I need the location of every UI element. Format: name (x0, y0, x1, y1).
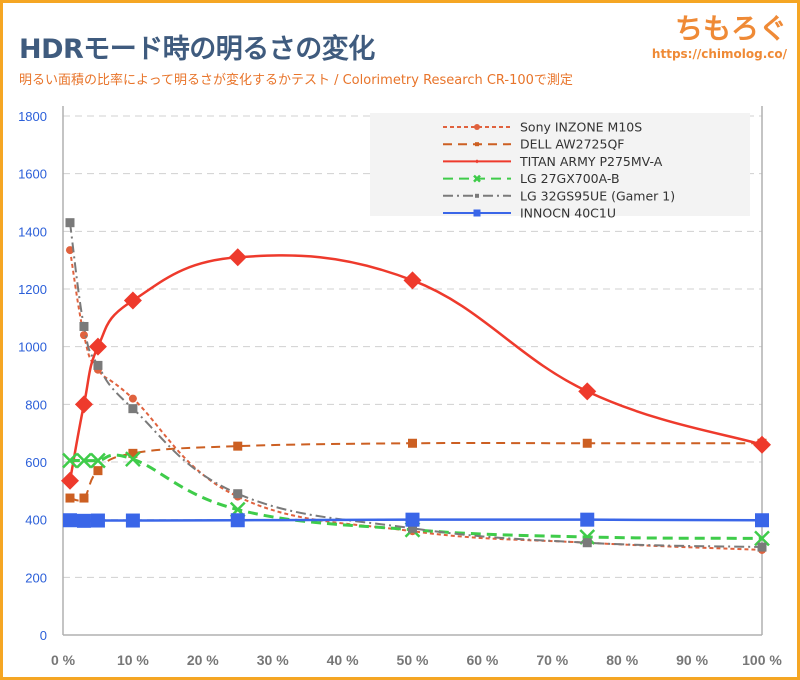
x-tick-label: 20 % (187, 652, 219, 668)
data-point-square (408, 523, 417, 533)
data-point-x (125, 451, 141, 468)
y-tick-label: 1000 (18, 340, 47, 355)
x-tick-label: 100 % (742, 652, 782, 668)
data-point-x (62, 452, 78, 469)
data-point-x (754, 530, 770, 547)
legend-label: LG 27GX700A-B (520, 171, 620, 186)
data-point-square (65, 218, 75, 228)
series-titan-army-p275mv-a (60, 248, 771, 490)
data-point-diamond (88, 337, 107, 356)
y-tick-label: 800 (25, 397, 47, 412)
data-point-diamond (228, 248, 247, 267)
x-tick-label: 90 % (676, 652, 708, 668)
y-tick-label: 1200 (18, 282, 47, 297)
data-point-square (79, 493, 89, 503)
data-point-square (408, 438, 417, 448)
data-point-square (93, 466, 103, 476)
data-point-square (76, 513, 91, 528)
y-tick-label: 1800 (18, 109, 47, 124)
site-logo: ちもろぐ https://chimolog.co/ (652, 7, 787, 61)
data-point-diamond (403, 271, 422, 290)
logo-text: ちもろぐ (674, 12, 787, 45)
y-tick-label: 0 (40, 628, 47, 643)
legend-label: TITAN ARMY P275MV-A (519, 154, 663, 169)
data-point-square (475, 142, 479, 147)
data-point-square (128, 448, 138, 458)
data-point-square (582, 438, 592, 448)
data-point-x (76, 452, 92, 469)
data-point-square (230, 513, 245, 528)
data-point-diamond (74, 395, 93, 414)
data-point-square (125, 513, 140, 528)
series-innocn-40c1u (62, 512, 769, 528)
legend-background (370, 113, 750, 216)
data-point-circle (65, 246, 74, 255)
x-tick-label: 40 % (327, 652, 359, 668)
data-point-circle (79, 331, 88, 340)
series-line (69, 249, 763, 551)
legend-label: Sony INZONE M10S (520, 120, 642, 135)
data-point-diamond (475, 159, 479, 164)
data-point-square (65, 493, 75, 503)
data-point-square (233, 441, 243, 451)
logo-url: https://chimolog.co/ (651, 47, 787, 61)
x-tick-label: 50 % (397, 652, 429, 668)
data-point-square (580, 512, 595, 527)
y-tick-label: 600 (25, 455, 47, 470)
legend-item: INNOCN 40C1U (443, 206, 616, 221)
legend-item: LG 27GX700A-B (443, 171, 620, 186)
y-tick-label: 1600 (18, 167, 47, 182)
legend-item: LG 32GS95UE (Gamer 1) (443, 188, 675, 203)
legend-item: Sony INZONE M10S (443, 120, 642, 135)
legend-label: LG 32GS95UE (Gamer 1) (520, 188, 675, 203)
legend-item: TITAN ARMY P275MV-A (443, 154, 663, 169)
x-tick-label: 80 % (606, 652, 638, 668)
data-point-circle (128, 394, 137, 403)
y-tick-label: 400 (25, 513, 47, 528)
data-point-x (90, 452, 106, 469)
data-point-diamond (123, 291, 142, 310)
legend-label: INNOCN 40C1U (520, 206, 616, 221)
legend-item: DELL AW2725QF (443, 137, 625, 152)
x-tick-label: 30 % (257, 652, 289, 668)
x-tick-label: 10 % (117, 652, 149, 668)
line-chart: 0 200 400 600 800 1000 1200 1400 1600 1800 0 % 10 %… (18, 106, 782, 668)
x-tick-label: 60 % (466, 652, 498, 668)
data-point-diamond (578, 382, 597, 401)
y-tick-label: 1400 (18, 224, 47, 239)
data-point-square (233, 489, 243, 499)
series-lg-32gs95ue-gamer-1- (65, 218, 767, 552)
data-point-square (128, 404, 138, 414)
data-point-circle (474, 124, 480, 130)
chart-title: HDRモード時の明るさの変化 (19, 34, 375, 65)
y-tick-label: 200 (25, 570, 47, 585)
data-point-square (90, 513, 105, 528)
data-point-square (475, 193, 479, 198)
data-point-square (582, 538, 592, 548)
data-point-square (93, 360, 103, 370)
series-dell-aw2725qf (65, 438, 767, 503)
series-line (68, 222, 763, 549)
data-point-square (405, 512, 420, 527)
data-point-diamond (753, 435, 771, 454)
data-point-square (62, 513, 77, 528)
x-tick-label: 70 % (536, 652, 568, 668)
data-point-square (757, 542, 767, 552)
data-point-x (473, 174, 481, 183)
chart-subtitle: 明るい面積の比率によって明るさが変化するかテスト / Colorimetry R… (19, 73, 573, 88)
data-point-square (473, 209, 481, 217)
legend: Sony INZONE M10S DELL AW2725QF TITAN ARMY … (370, 113, 750, 221)
x-tick-label: 0 % (51, 652, 76, 668)
data-point-square (79, 321, 89, 331)
data-point-square (755, 513, 769, 528)
legend-label: DELL AW2725QF (520, 137, 625, 152)
series-sony-inzone-m10s (65, 246, 766, 554)
